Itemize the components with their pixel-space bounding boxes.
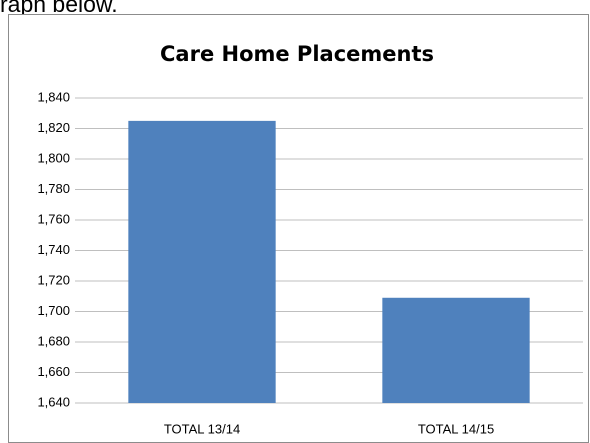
x-tick-label: TOTAL 13/14	[164, 421, 240, 436]
y-tick-label: 1,760	[37, 211, 70, 226]
y-tick-label: 1,840	[37, 89, 70, 104]
y-tick-label: 1,820	[37, 120, 70, 135]
y-tick-label: 1,720	[37, 272, 70, 287]
y-tick-label: 1,640	[37, 394, 70, 409]
y-tick-label: 1,780	[37, 181, 70, 196]
y-tick-label: 1,800	[37, 150, 70, 165]
y-tick-label: 1,740	[37, 242, 70, 257]
y-tick-label: 1,680	[37, 333, 70, 348]
x-tick-label: TOTAL 14/15	[418, 421, 494, 436]
bar	[128, 120, 276, 403]
y-tick-label: 1,660	[37, 364, 70, 379]
chart-title: Care Home Placements	[160, 42, 434, 66]
y-tick-label: 1,700	[37, 303, 70, 318]
page-text: raph below.	[0, 0, 118, 17]
bar	[382, 297, 530, 403]
